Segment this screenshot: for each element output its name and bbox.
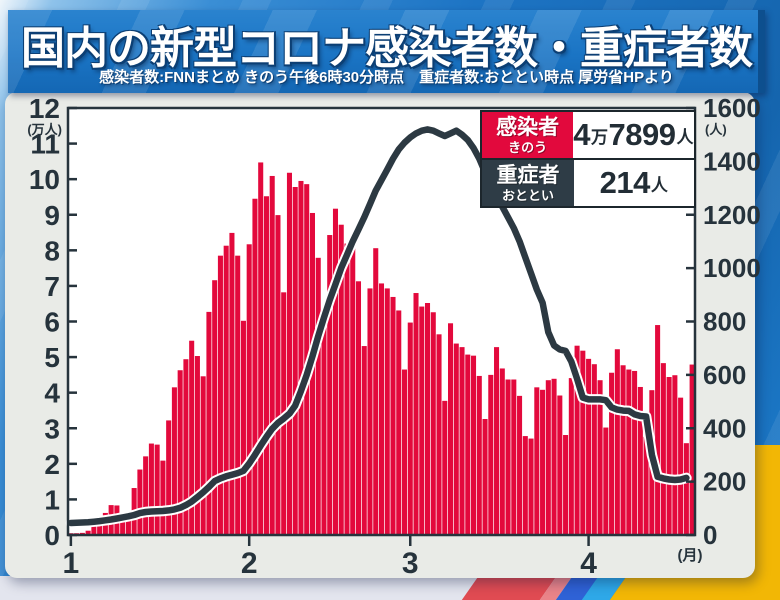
svg-text:1400: 1400 [703, 146, 761, 176]
svg-text:600: 600 [703, 360, 746, 390]
svg-text:1000: 1000 [703, 253, 761, 283]
svg-text:0: 0 [44, 520, 60, 551]
svg-text:(月): (月) [678, 547, 703, 564]
svg-text:200: 200 [703, 467, 746, 497]
svg-text:400: 400 [703, 413, 746, 443]
svg-text:1: 1 [63, 547, 80, 580]
svg-text:10: 10 [29, 164, 60, 195]
svg-text:800: 800 [703, 307, 746, 337]
svg-text:3: 3 [402, 547, 419, 580]
banner-edge [758, 10, 765, 93]
severe-count: 214 人 [599, 165, 668, 200]
svg-text:11: 11 [30, 129, 60, 160]
infected-count: 4 万 7899 人 [573, 117, 693, 152]
svg-text:1600: 1600 [703, 93, 761, 123]
infected-label: 感染者 [496, 115, 560, 139]
svg-text:1200: 1200 [703, 200, 761, 230]
svg-text:4: 4 [44, 378, 60, 409]
infected-sublabel: きのう [508, 139, 548, 155]
legend-row-severe: 重症者 おととい 214 人 [482, 158, 694, 206]
svg-text:4: 4 [580, 547, 597, 580]
svg-text:2: 2 [44, 449, 60, 480]
svg-text:6: 6 [44, 307, 60, 338]
title-banner: 国内の新型コロナ感染者数・重症者数 感染者数:FNNまとめ きのう午後6時30分… [8, 10, 765, 93]
severe-label: 重症者 [496, 163, 560, 187]
svg-text:0: 0 [703, 520, 717, 550]
svg-text:1: 1 [44, 484, 60, 515]
svg-text:2: 2 [241, 547, 258, 580]
svg-text:(万人): (万人) [27, 122, 62, 137]
legend-box: 感染者 きのう 4 万 7899 人 重症者 おととい 214 人 [480, 110, 696, 208]
severe-key: 重症者 おととい [482, 160, 574, 206]
svg-text:5: 5 [44, 342, 60, 373]
svg-text:12: 12 [29, 93, 60, 124]
source-note: 感染者数:FNNまとめ きのう午後6時30分時点 重症者数:おととい時点 厚労省… [99, 69, 674, 86]
page-title: 国内の新型コロナ感染者数・重症者数 [21, 24, 753, 73]
svg-text:8: 8 [44, 235, 60, 266]
svg-text:9: 9 [44, 200, 60, 231]
svg-text:(人): (人) [705, 122, 727, 137]
svg-text:3: 3 [44, 413, 60, 444]
svg-text:7: 7 [44, 271, 60, 302]
legend-row-infected: 感染者 きのう 4 万 7899 人 [482, 112, 694, 158]
infected-key: 感染者 きのう [482, 112, 574, 158]
severe-sublabel: おととい [501, 187, 554, 203]
